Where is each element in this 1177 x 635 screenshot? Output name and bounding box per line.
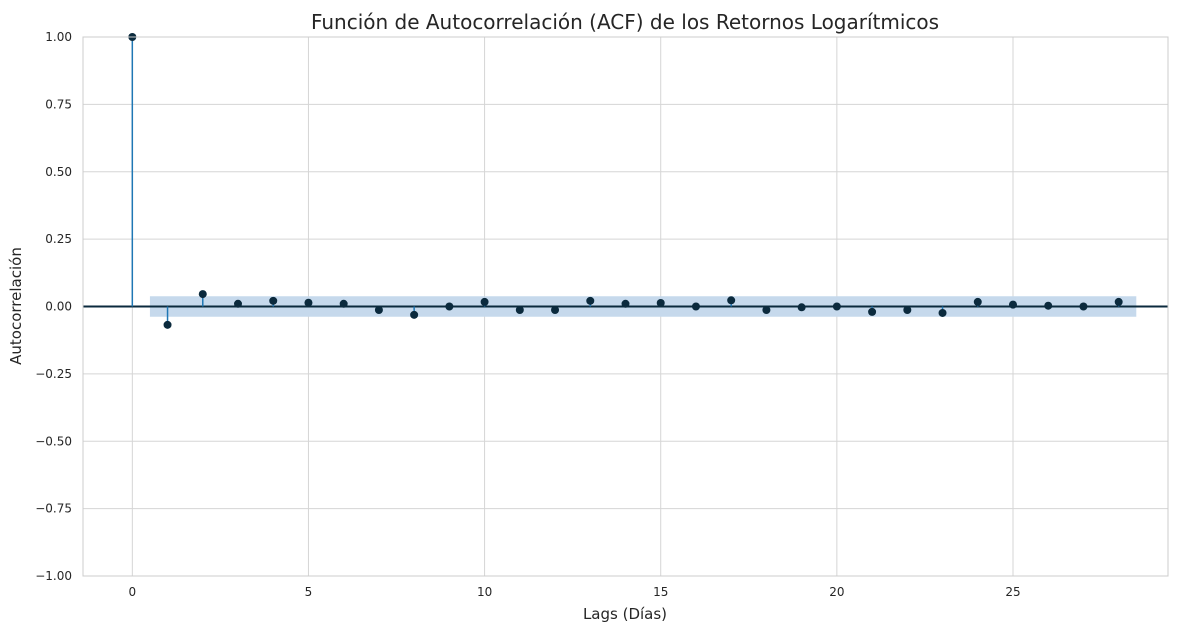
y-tick-label: 0.50 <box>45 165 72 179</box>
acf-point <box>727 296 736 305</box>
y-tick-label: 0.25 <box>45 232 72 246</box>
y-tick-label: −0.75 <box>35 502 72 516</box>
acf-point <box>410 310 419 319</box>
acf-point <box>691 302 700 311</box>
acf-point <box>832 302 841 311</box>
acf-point <box>163 320 172 329</box>
acf-point <box>374 306 383 315</box>
acf-point <box>621 299 630 308</box>
marker-layer <box>128 33 1123 329</box>
x-axis-label: Lags (Días) <box>583 605 667 623</box>
acf-point <box>903 306 912 315</box>
acf-point <box>868 307 877 316</box>
chart-title: Función de Autocorrelación (ACF) de los … <box>311 10 939 34</box>
acf-point <box>445 302 454 311</box>
x-tick-label: 0 <box>128 585 136 599</box>
acf-point <box>480 297 489 306</box>
acf-point <box>269 296 278 305</box>
acf-point <box>938 308 947 317</box>
axes-frame <box>82 36 1169 577</box>
acf-point <box>973 297 982 306</box>
x-tick-label: 25 <box>1005 585 1020 599</box>
acf-point <box>762 306 771 315</box>
acf-point <box>1044 301 1053 310</box>
acf-point <box>551 306 560 315</box>
y-tick-label: 1.00 <box>45 30 72 44</box>
y-tick-label: −1.00 <box>35 569 72 583</box>
x-tick-label: 15 <box>653 585 668 599</box>
acf-point <box>1079 302 1088 311</box>
acf-point <box>586 296 595 305</box>
y-tick-label: 0.75 <box>45 97 72 111</box>
y-tick-label: −0.25 <box>35 367 72 381</box>
acf-point <box>304 298 313 307</box>
acf-point <box>797 303 806 312</box>
y-tick-label: 0.00 <box>45 300 72 314</box>
acf-point <box>234 299 242 308</box>
axis-layer: 0 5 10 15 20 25 −1.00 −0.75 −0.50 −0.25 0.00 0.25 0.… <box>35 30 1169 599</box>
acf-point <box>1114 297 1123 306</box>
acf-point <box>339 299 348 308</box>
x-tick-label: 10 <box>477 585 492 599</box>
y-tick-label: −0.50 <box>35 434 72 448</box>
acf-point <box>656 298 665 307</box>
stem-layer <box>83 37 1168 325</box>
y-axis-label: Autocorrelación <box>7 247 25 365</box>
acf-point <box>1009 300 1017 309</box>
acf-point <box>515 306 524 315</box>
x-tick-label: 20 <box>829 585 844 599</box>
x-tick-label: 5 <box>305 585 313 599</box>
acf-point <box>198 290 207 299</box>
